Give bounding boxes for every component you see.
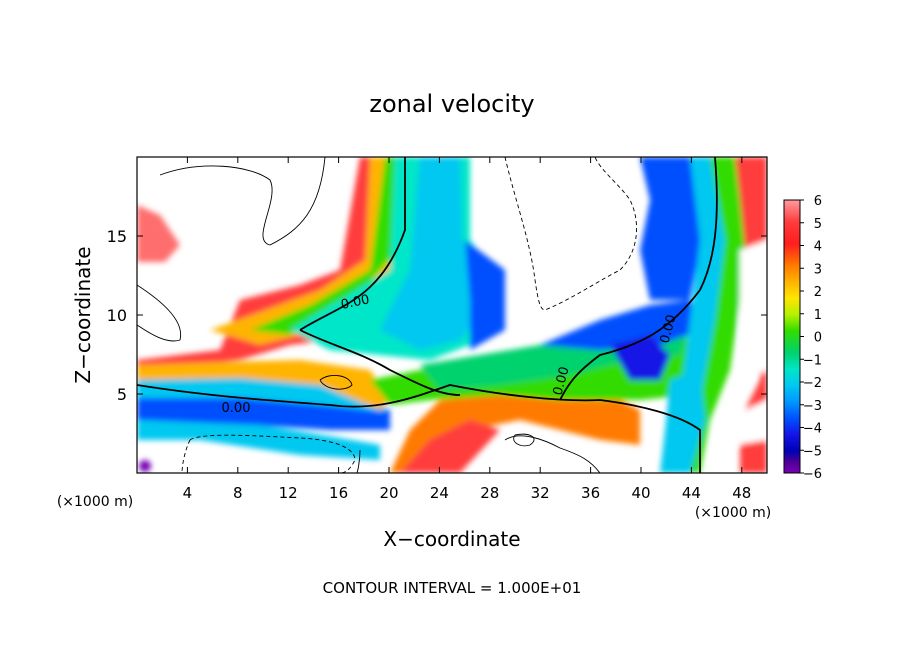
x-tick-label: 32 [531,484,550,502]
colorbar-tick-label: −1 [803,353,822,368]
contour-interval-note: CONTOUR INTERVAL = 1.000E+01 [323,579,582,597]
colorbar: 6 5 4 3 2 1 0 −1 −2 −3 −4 −5 −6 [783,194,822,482]
contour-labels: 0.00 0.00 0.00 0.00 [222,292,680,416]
chart-title: zonal velocity [369,90,534,118]
colorbar-tick-label: 3 [814,262,822,277]
x-tick-label: 44 [682,484,701,502]
colorbar-tick-label: −6 [803,467,822,482]
colorbar-tick-label: 1 [814,308,822,323]
colorbar-tick-label: −2 [803,376,822,391]
y-axis-label: Z−coordinate [71,246,95,383]
x-tick-label: 4 [183,484,193,502]
colorbar-tick-label: 2 [814,285,822,300]
colorbar-tick-label: −5 [803,444,822,459]
x-tick-label: 12 [279,484,298,502]
x-tick-label: 16 [329,484,348,502]
x-tick-label: 8 [233,484,243,502]
x-unit-left: (×1000 m) [57,494,133,510]
colorbar-tick-label: 6 [814,194,822,209]
contour-label: 0.00 [222,401,251,416]
x-unit-right: (×1000 m) [695,505,771,521]
x-tick-label: 36 [581,484,600,502]
colorbar-tick-label: 0 [814,331,822,346]
x-tick-label: 40 [631,484,650,502]
y-axis: 5 10 15 [107,227,767,404]
x-tick-label: 20 [379,484,398,502]
y-tick-label: 15 [107,227,127,246]
contour-label: 0.00 [658,313,680,345]
colorbar-tick-label: −3 [803,399,822,414]
colorbar-tick-label: −4 [803,422,822,437]
x-axis: 4 8 12 16 20 24 28 32 36 40 44 48 [183,157,751,502]
y-tick-label: 10 [107,306,127,325]
colorbar-tick-label: 5 [814,217,822,232]
colorbar-ticks: 6 5 4 3 2 1 0 −1 −2 −3 −4 −5 −6 [800,194,822,482]
x-tick-label: 28 [480,484,499,502]
colorbar-tick-label: 4 [814,240,822,255]
colorbar-scale [783,199,801,474]
x-axis-label: X−coordinate [383,527,520,551]
x-tick-label: 48 [732,484,751,502]
y-tick-label: 5 [117,385,127,404]
heatmap-field [137,157,767,473]
x-tick-label: 24 [430,484,449,502]
contour-label: 0.00 [340,292,371,313]
contour-label: 0.00 [551,365,573,397]
